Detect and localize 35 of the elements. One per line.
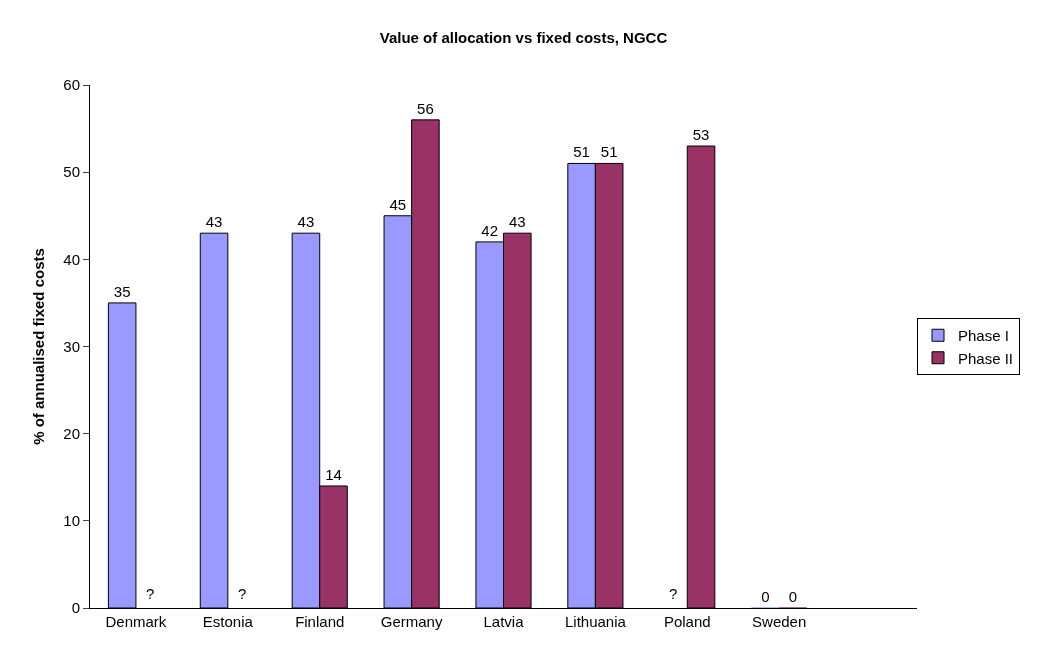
- x-tick-label: Poland: [663, 613, 711, 630]
- data-label: 43: [297, 213, 315, 231]
- data-label: 51: [600, 143, 618, 161]
- chart-title: Value of allocation vs fixed costs, NGCC: [379, 29, 668, 47]
- y-tick-label: 60: [63, 76, 80, 94]
- data-label: 53: [692, 126, 710, 144]
- data-label: 0: [761, 588, 770, 605]
- x-tick-label: Lithuania: [564, 613, 627, 630]
- data-label: 43: [508, 213, 526, 231]
- y-tick-label: 20: [63, 424, 80, 442]
- y-tick-label: 30: [63, 337, 80, 355]
- x-tick-label: Finland: [295, 613, 345, 630]
- y-tick-label: 50: [63, 163, 80, 181]
- x-tick-label: Germany: [380, 613, 443, 630]
- y-tick-label: 10: [63, 512, 80, 530]
- text: ?: [146, 585, 155, 602]
- data-label: 45: [389, 195, 407, 213]
- data-label: 43: [205, 213, 223, 231]
- x-tick-label: Latvia: [483, 613, 525, 630]
- data-label: 0: [788, 588, 798, 605]
- y-tick-label: 40: [63, 250, 80, 268]
- data-label: 51: [573, 143, 590, 161]
- x-tick-label: Denmark: [105, 613, 167, 630]
- y-axis-title: % of annualised fixed costs: [29, 248, 47, 445]
- data-label: 42: [481, 221, 499, 239]
- data-label: 14: [325, 465, 342, 483]
- legend-label: Phase I: [958, 327, 1009, 345]
- data-label: 56: [417, 99, 434, 117]
- text: ?: [669, 585, 678, 602]
- data-label: 35: [113, 282, 131, 300]
- x-tick-label: Estonia: [202, 613, 254, 630]
- y-tick-label: 0: [71, 599, 80, 617]
- legend-label: Phase II: [958, 349, 1014, 367]
- text: ?: [238, 585, 247, 602]
- x-tick-label: Sweden: [752, 613, 807, 630]
